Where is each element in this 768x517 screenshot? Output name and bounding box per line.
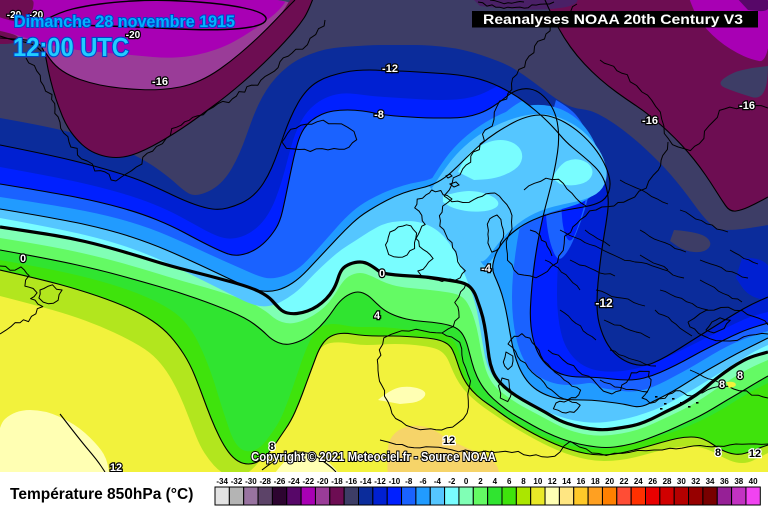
svg-text:-12: -12 — [382, 63, 398, 75]
svg-text:Reanalyses NOAA 20th Century V: Reanalyses NOAA 20th Century V3 — [483, 12, 744, 27]
svg-text:-12: -12 — [374, 477, 386, 486]
svg-text:24: 24 — [634, 477, 643, 486]
svg-text:0: 0 — [464, 477, 469, 486]
svg-text:Copyright © 2021 Meteociel.fr: Copyright © 2021 Meteociel.fr - Source N… — [251, 449, 497, 464]
svg-text:-32: -32 — [231, 477, 243, 486]
svg-text:8: 8 — [521, 477, 526, 486]
svg-text:36: 36 — [720, 477, 729, 486]
svg-text:-20: -20 — [317, 477, 329, 486]
svg-text:-16: -16 — [346, 477, 358, 486]
svg-text:-10: -10 — [389, 477, 401, 486]
svg-text:28: 28 — [663, 477, 672, 486]
svg-text:-8: -8 — [374, 109, 384, 121]
svg-text:12: 12 — [749, 448, 761, 460]
svg-text:0: 0 — [20, 253, 26, 265]
svg-text:34: 34 — [706, 477, 715, 486]
svg-text:8: 8 — [719, 379, 725, 391]
svg-text:18: 18 — [591, 477, 600, 486]
svg-text:-8: -8 — [405, 477, 413, 486]
svg-text:8: 8 — [715, 447, 721, 459]
svg-text:12: 12 — [548, 477, 557, 486]
svg-text:-14: -14 — [360, 477, 372, 486]
svg-text:-28: -28 — [259, 477, 271, 486]
svg-text:Température 850hPa (°C): Température 850hPa (°C) — [10, 486, 193, 503]
svg-text:-6: -6 — [420, 477, 428, 486]
svg-text:20: 20 — [605, 477, 614, 486]
svg-text:-20: -20 — [29, 10, 44, 21]
svg-text:-30: -30 — [245, 477, 257, 486]
svg-text:-4: -4 — [481, 263, 492, 275]
svg-text:-4: -4 — [434, 477, 442, 486]
svg-text:-34: -34 — [216, 477, 228, 486]
svg-text:12:00 UTC: 12:00 UTC — [13, 32, 129, 62]
svg-text:-12: -12 — [595, 296, 613, 310]
svg-text:-2: -2 — [448, 477, 456, 486]
svg-text:-26: -26 — [274, 477, 286, 486]
svg-text:16: 16 — [576, 477, 585, 486]
svg-text:-20: -20 — [7, 10, 22, 21]
svg-text:-16: -16 — [152, 76, 168, 88]
svg-text:4: 4 — [493, 477, 498, 486]
svg-text:-16: -16 — [739, 100, 755, 112]
svg-text:14: 14 — [562, 477, 571, 486]
svg-text:-20: -20 — [126, 30, 141, 41]
svg-text:0: 0 — [379, 268, 385, 280]
svg-text:38: 38 — [734, 477, 743, 486]
svg-text:12: 12 — [110, 462, 122, 474]
svg-text:40: 40 — [749, 477, 758, 486]
svg-text:Dimanche 28 novembre 1915: Dimanche 28 novembre 1915 — [14, 13, 235, 31]
svg-text:8: 8 — [737, 370, 743, 382]
svg-text:4: 4 — [374, 310, 381, 322]
svg-text:22: 22 — [620, 477, 629, 486]
svg-text:2: 2 — [478, 477, 483, 486]
svg-text:-24: -24 — [288, 477, 300, 486]
svg-text:-16: -16 — [642, 115, 658, 127]
svg-text:30: 30 — [677, 477, 686, 486]
svg-text:-22: -22 — [302, 477, 314, 486]
svg-text:8: 8 — [269, 441, 275, 453]
svg-text:-18: -18 — [331, 477, 343, 486]
svg-text:26: 26 — [648, 477, 657, 486]
svg-text:32: 32 — [691, 477, 700, 486]
svg-text:6: 6 — [507, 477, 512, 486]
svg-text:12: 12 — [443, 435, 455, 447]
svg-text:10: 10 — [533, 477, 542, 486]
